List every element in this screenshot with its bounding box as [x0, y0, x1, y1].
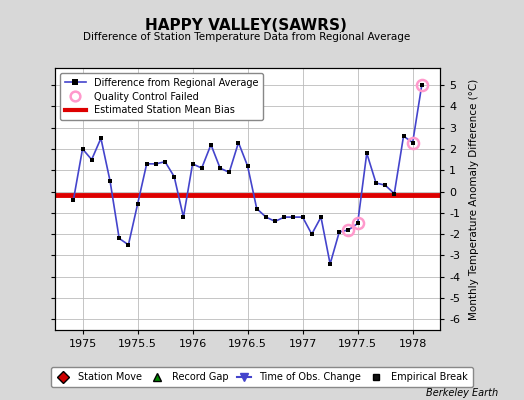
- Y-axis label: Monthly Temperature Anomaly Difference (°C): Monthly Temperature Anomaly Difference (…: [468, 78, 478, 320]
- Text: Difference of Station Temperature Data from Regional Average: Difference of Station Temperature Data f…: [83, 32, 410, 42]
- Legend: Station Move, Record Gap, Time of Obs. Change, Empirical Break: Station Move, Record Gap, Time of Obs. C…: [51, 367, 473, 387]
- Text: Berkeley Earth: Berkeley Earth: [425, 388, 498, 398]
- Legend: Difference from Regional Average, Quality Control Failed, Estimated Station Mean: Difference from Regional Average, Qualit…: [60, 73, 263, 120]
- Text: HAPPY VALLEY(SAWRS): HAPPY VALLEY(SAWRS): [145, 18, 347, 33]
